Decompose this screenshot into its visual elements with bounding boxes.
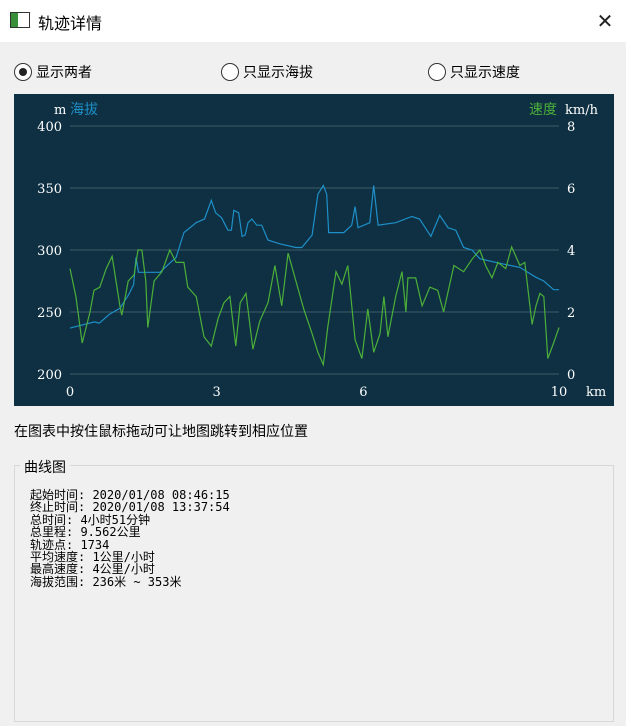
- close-icon[interactable]: ✕: [596, 9, 614, 33]
- info-start-time: 起始时间: 2020/01/08 08:46:15: [30, 488, 230, 502]
- y-left-label: 海拔: [70, 102, 98, 118]
- radio-circle[interactable]: [221, 63, 239, 81]
- groupbox-title: 曲线图: [20, 457, 70, 477]
- info-max-speed: 最高速度: 4公里/小时: [30, 562, 155, 577]
- y-left-tick: 250: [37, 306, 62, 321]
- track-chart[interactable]: 400 8 350 6 300 4 250 2 200 0 0 3 6 10 km m 海拔 速度 km/h: [14, 94, 614, 406]
- speed-line: [69, 245, 560, 367]
- app-icon: [10, 12, 30, 28]
- radio-show-speed[interactable]: 只显示速度: [428, 62, 520, 82]
- info-end-time: 终止时间: 2020/01/08 13:37:54: [30, 500, 230, 515]
- y-right-tick: 4: [567, 244, 575, 259]
- title-bar: 轨迹详情 ✕: [0, 0, 626, 42]
- radio-show-elevation[interactable]: 只显示海拔: [221, 62, 313, 82]
- x-tick: 6: [359, 385, 367, 400]
- track-info: 起始时间: 2020/01/08 08:46:15 终止时间: 2020/01/…: [30, 488, 230, 589]
- info-elevation-range: 海拔范围: 236米 ~ 353米: [30, 574, 182, 589]
- radio-circle[interactable]: [14, 63, 32, 81]
- curve-groupbox: [14, 465, 614, 722]
- x-unit-label: km: [586, 385, 606, 400]
- y-left-tick: 200: [37, 368, 62, 383]
- radio-label: 只显示海拔: [243, 65, 313, 81]
- radio-label: 只显示速度: [450, 65, 520, 81]
- y-right-tick: 6: [567, 182, 575, 197]
- radio-circle[interactable]: [428, 63, 446, 81]
- y-right-tick: 0: [567, 368, 575, 383]
- y-left-tick: 300: [37, 244, 62, 259]
- y-left-tick: 400: [37, 120, 62, 135]
- x-tick: 3: [213, 385, 221, 400]
- info-total-time: 总时间: 4小时51分钟: [30, 512, 151, 527]
- info-total-distance: 总里程: 9.562公里: [30, 525, 141, 540]
- hint-text: 在图表中按住鼠标拖动可让地图跳转到相应位置: [14, 424, 308, 440]
- y-right-unit: km/h: [565, 103, 599, 118]
- y-right-tick: 8: [567, 120, 575, 135]
- y-right-tick: 2: [567, 306, 575, 321]
- chart-svg[interactable]: 400 8 350 6 300 4 250 2 200 0 0 3 6 10 km m 海拔 速度 km/h: [14, 94, 614, 406]
- elevation-line: [69, 184, 559, 329]
- y-right-label: 速度: [529, 102, 557, 118]
- info-avg-speed: 平均速度: 1公里/小时: [30, 550, 155, 565]
- x-tick: 10: [551, 385, 568, 400]
- radio-label: 显示两者: [36, 65, 92, 81]
- window-title: 轨迹详情: [38, 14, 103, 33]
- info-track-points: 轨迹点: 1734: [30, 537, 110, 552]
- y-left-tick: 350: [37, 182, 62, 197]
- radio-show-both[interactable]: 显示两者: [14, 62, 92, 82]
- x-tick: 0: [66, 385, 74, 400]
- y-left-unit: m: [54, 103, 66, 118]
